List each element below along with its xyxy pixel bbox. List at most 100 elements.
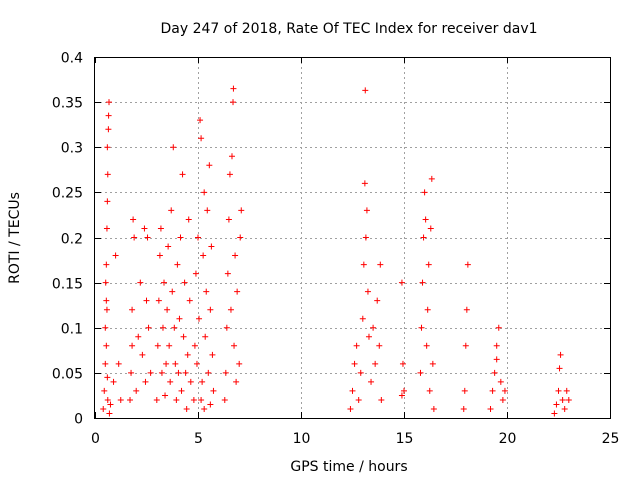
data-point [210,387,217,394]
data-point [101,387,108,394]
data-point [183,405,190,412]
data-point [141,225,148,232]
data-point [374,297,381,304]
data-point [464,261,471,268]
data-point [104,171,111,178]
data-point [418,324,425,331]
data-point [377,261,384,268]
data-point [154,342,161,349]
data-point [159,324,166,331]
data-point [417,369,424,376]
data-point [196,315,203,322]
y-tick-label: 0.4 [61,51,83,67]
data-point [493,342,500,349]
data-point [104,396,111,403]
data-point [230,85,237,92]
data-point [463,306,470,313]
data-point [180,333,187,340]
data-point [421,189,428,196]
data-point [186,297,193,304]
data-point [104,374,111,381]
data-point [487,405,494,412]
data-point [359,315,366,322]
data-point [171,324,178,331]
data-point [156,252,163,259]
data-point [103,297,110,304]
x-tick-label: 20 [499,431,517,447]
data-point [168,207,175,214]
data-point [104,198,111,205]
data-point [399,360,406,367]
data-point [133,387,140,394]
data-point [130,216,137,223]
data-point [155,297,162,304]
data-point [170,144,177,151]
x-tick-label: 25 [602,431,620,447]
data-point [129,342,136,349]
data-point [178,387,185,394]
data-point [106,99,113,106]
y-tick-label: 0.05 [52,367,83,383]
data-point [423,342,430,349]
data-point [553,401,560,408]
y-tick-label: 0.15 [52,277,83,293]
data-point [117,396,124,403]
data-point [425,261,432,268]
data-point [102,360,109,367]
data-point [197,117,204,124]
y-tick-label: 0.35 [52,96,83,112]
data-point [205,369,212,376]
data-point [223,324,230,331]
data-point [110,378,117,385]
data-point [105,112,112,119]
data-point [368,378,375,385]
data-point [163,360,170,367]
data-point [106,410,113,417]
data-point [401,387,407,394]
data-point [224,270,231,277]
data-point [422,216,429,223]
data-point [489,387,496,394]
data-point [131,234,138,241]
data-point [230,99,237,106]
data-point [145,324,152,331]
data-point [430,405,437,412]
data-point [357,369,364,376]
data-point [179,171,186,178]
data-point [420,234,427,241]
data-point [103,225,110,232]
data-point [107,401,114,408]
data-point [424,306,431,313]
y-tick-label: 0.1 [61,322,83,338]
data-point [201,405,208,412]
data-point [184,351,191,358]
data-point [128,369,135,376]
data-point [209,351,216,358]
data-point [234,288,241,295]
data-point [187,378,194,385]
data-point [360,261,367,268]
data-point [226,171,233,178]
data-point [127,396,134,403]
data-point [102,279,109,286]
y-tick-label: 0.2 [61,232,83,248]
data-point [192,270,199,277]
data-point [365,333,372,340]
data-point [206,162,213,169]
data-point [203,288,210,295]
data-point [105,126,112,133]
data-point [100,405,107,412]
data-point [221,396,228,403]
data-point [195,234,201,241]
data-point [426,387,433,394]
data-point [190,396,197,403]
data-point [427,225,434,232]
data-point [561,405,568,412]
data-point [501,387,508,394]
data-point [237,234,244,241]
data-point [102,324,109,331]
data-point [398,392,405,399]
data-point [491,369,498,376]
data-point [355,396,362,403]
